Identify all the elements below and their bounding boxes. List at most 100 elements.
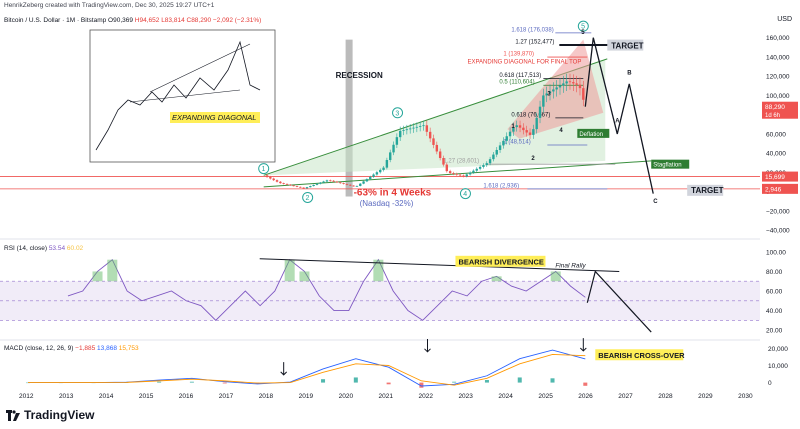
candle-body bbox=[522, 127, 525, 131]
price-candle bbox=[289, 184, 292, 186]
candle-body bbox=[379, 169, 382, 173]
candle-body bbox=[265, 175, 269, 177]
fib-label-8: 1.618 (2,936) bbox=[483, 183, 519, 189]
candle-body bbox=[478, 166, 482, 169]
candle-body bbox=[538, 106, 542, 118]
x-axis-tick: 2017 bbox=[219, 393, 234, 400]
candle-body bbox=[505, 136, 508, 141]
wave-circle-4 bbox=[459, 188, 471, 200]
subwave-label-4: 5 bbox=[581, 30, 585, 36]
price-candle bbox=[505, 132, 508, 145]
wave-label-5: 5 bbox=[581, 24, 585, 31]
candle-body bbox=[272, 178, 275, 181]
target-bottom-label: TARGET bbox=[691, 186, 723, 195]
macd-arrow-2 bbox=[579, 338, 587, 352]
recession-bar bbox=[345, 39, 353, 197]
candle-body bbox=[345, 183, 349, 185]
candle-body bbox=[528, 132, 532, 135]
candle-body bbox=[418, 126, 422, 127]
candle-body bbox=[435, 144, 439, 152]
price-candle bbox=[575, 75, 578, 93]
price-candle bbox=[379, 168, 382, 174]
x-axis-tick: 2013 bbox=[59, 393, 74, 400]
price-tag-0: 88,290 bbox=[765, 104, 785, 111]
price-candle bbox=[525, 125, 528, 137]
candle-body bbox=[325, 180, 329, 182]
price-candle bbox=[319, 182, 322, 185]
candle-body bbox=[339, 182, 342, 184]
wave-label-4: 4 bbox=[463, 191, 467, 198]
price-candle bbox=[295, 185, 299, 188]
price-candle bbox=[302, 187, 305, 189]
candle-body bbox=[372, 174, 375, 177]
macd-axis-tick: 0 bbox=[768, 380, 772, 387]
price-candle bbox=[578, 77, 582, 96]
candle-body bbox=[495, 149, 498, 155]
x-axis-tick: 2015 bbox=[139, 393, 154, 400]
candle-body bbox=[399, 130, 402, 138]
tradingview-logo-icon bbox=[6, 409, 20, 421]
price-candle bbox=[465, 173, 468, 178]
macd-hist-value: −1,885 bbox=[75, 345, 96, 352]
candle-body bbox=[315, 183, 319, 185]
price-axis-tick: −40,000 bbox=[766, 228, 790, 235]
candle-body bbox=[329, 180, 332, 182]
price-tag-1: 15,699 bbox=[765, 174, 785, 181]
candle-body bbox=[582, 88, 585, 100]
x-axis-tick: 2014 bbox=[99, 393, 114, 400]
candle-body bbox=[292, 185, 295, 187]
candle-body bbox=[312, 184, 315, 187]
price-tag-box-1 bbox=[762, 171, 798, 182]
price-axis-tick: 60,000 bbox=[766, 131, 786, 138]
tradingview-brand[interactable]: TradingView bbox=[6, 408, 94, 422]
price-candle bbox=[468, 171, 472, 176]
candle-body bbox=[552, 89, 555, 92]
wave-label-3: 3 bbox=[395, 110, 399, 117]
price-tag-sub-0: 1d 6h bbox=[765, 113, 780, 119]
macd-histogram-bar bbox=[517, 377, 522, 383]
candle-body bbox=[532, 129, 535, 135]
nasdaq-annotation: (Nasdaq -32%) bbox=[360, 199, 414, 208]
inset-lower-line bbox=[129, 89, 241, 103]
price-candle bbox=[492, 151, 495, 162]
candle-body bbox=[455, 173, 458, 175]
macd-axis-tick: 10,000 bbox=[768, 363, 788, 370]
fib-label-6: 1 (48,514) bbox=[503, 139, 530, 145]
x-axis-tick: 2019 bbox=[299, 393, 314, 400]
price-candle bbox=[408, 124, 412, 134]
price-candle bbox=[299, 186, 302, 188]
candle-body bbox=[275, 180, 279, 182]
candle-body bbox=[498, 145, 502, 150]
price-candle bbox=[279, 181, 282, 184]
price-candle bbox=[482, 163, 485, 169]
candle-body bbox=[282, 183, 285, 184]
candle-body bbox=[342, 183, 345, 184]
price-candle bbox=[345, 183, 349, 186]
price-candle bbox=[399, 126, 402, 141]
recession-label: RECESSION bbox=[336, 71, 383, 80]
candle-body bbox=[395, 137, 399, 145]
price-candle bbox=[355, 185, 359, 187]
rsi-title: RSI (14, close) bbox=[4, 245, 47, 252]
target-top-box bbox=[607, 39, 644, 51]
macd-title: MACD (close, 12, 26, 9) bbox=[4, 345, 74, 352]
candle-body bbox=[332, 180, 335, 182]
rsi-overbought-fill bbox=[284, 259, 295, 282]
brand-name: TradingView bbox=[24, 408, 95, 422]
price-candle bbox=[555, 80, 558, 97]
macd-histogram-bar bbox=[484, 380, 489, 383]
price-candle bbox=[518, 120, 522, 133]
price-candle bbox=[325, 179, 329, 183]
candle-body bbox=[508, 131, 512, 137]
macd-line bbox=[28, 349, 586, 387]
price-axis-tick: −20,000 bbox=[766, 208, 790, 215]
macd-axis-tick: 20,000 bbox=[768, 346, 788, 353]
target-bottom-box bbox=[687, 184, 724, 196]
symbol-name: Bitcoin / U.S. Dollar · 1M · Bitstamp bbox=[4, 17, 107, 24]
macd-arrow-0 bbox=[280, 362, 288, 376]
price-candle bbox=[375, 170, 379, 176]
rsi-axis-tick: 80.00 bbox=[766, 269, 783, 276]
diagonal-annotation: EXPANDING DIAGONAL FOR FINAL TOP bbox=[467, 60, 581, 66]
subwave-label-0: 1 bbox=[511, 124, 515, 130]
candle-body bbox=[359, 183, 362, 186]
